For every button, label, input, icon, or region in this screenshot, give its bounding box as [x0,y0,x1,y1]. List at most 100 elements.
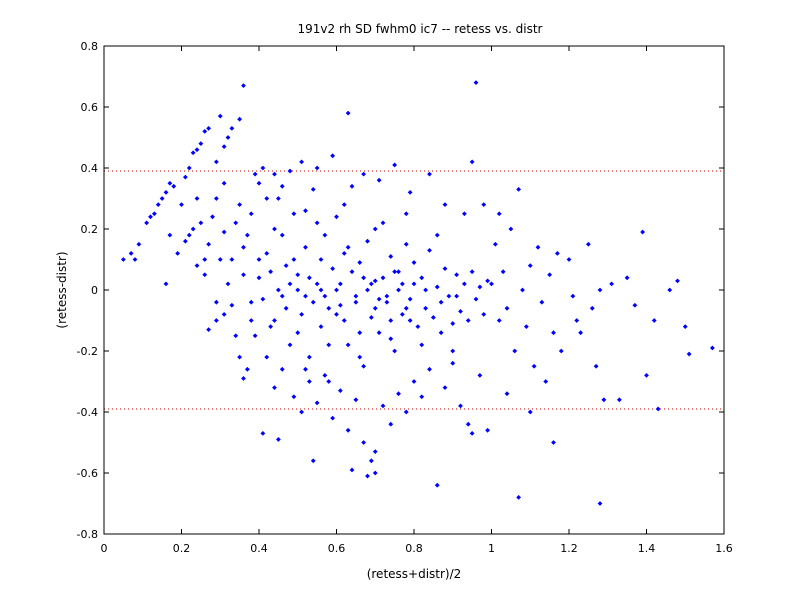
x-axis-ticks: 0 0.2 0.4 0.6 0.8 1 1.2 1.4 1.6 [101,46,733,555]
data-point-62 [287,342,293,348]
data-point-263 [345,244,351,250]
data-point-200 [496,318,502,323]
data-point-75 [337,302,343,308]
data-point-58 [272,226,277,232]
data-point-279 [419,342,425,348]
data-point-56 [264,251,270,256]
data-point-161 [473,80,479,85]
data-point-80 [357,260,363,265]
data-point-112 [481,312,487,317]
data-point-116 [279,232,285,238]
data-point-36 [210,214,215,220]
chart-title: 191v2 rh SD fwhm0 ic7 -- retess vs. dist… [298,22,543,36]
data-point-107 [461,281,467,287]
data-point-138 [353,299,359,305]
data-point-251 [229,257,235,262]
data-point-175 [368,458,374,464]
data-point-33 [198,220,204,226]
data-point-213 [547,272,553,278]
data-point-256 [194,196,200,201]
data-point-68 [310,186,316,192]
data-point-139 [368,281,374,287]
data-point-46 [248,318,254,323]
data-point-61 [283,263,289,268]
data-point-270 [454,293,460,299]
data-point-77 [345,342,351,348]
data-point-111 [477,284,483,290]
data-point-101 [438,299,444,305]
data-point-206 [520,287,525,293]
data-point-241 [504,391,510,397]
data-point-9 [163,190,169,195]
data-point-65 [299,312,305,317]
data-point-157 [427,171,432,177]
data-point-246 [241,272,246,278]
data-point-192 [260,430,266,436]
data-point-119 [303,208,308,214]
data-point-136 [322,293,328,299]
data-point-229 [644,373,649,378]
data-point-243 [481,202,487,207]
data-point-92 [403,241,409,247]
data-point-194 [310,458,316,464]
data-point-52 [248,211,254,217]
data-point-42 [233,333,239,339]
data-point-121 [318,257,324,262]
data-point-252 [237,202,243,207]
data-point-57 [268,324,274,329]
data-point-39 [221,229,227,235]
data-point-184 [434,482,440,488]
data-point-91 [399,312,405,317]
data-point-114 [264,196,270,201]
data-point-247 [248,299,254,305]
data-point-145 [260,165,266,171]
data-point-176 [372,470,378,476]
data-point-89 [392,348,398,354]
data-point-187 [458,403,463,409]
data-point-88 [388,254,394,259]
data-point-83 [368,315,374,320]
data-point-8 [159,196,165,201]
data-point-160 [469,159,475,165]
data-point-134 [295,287,301,293]
data-point-155 [392,162,398,168]
data-point-76 [341,251,347,256]
data-point-120 [310,299,316,305]
data-point-223 [601,397,607,403]
data-point-30 [186,232,192,238]
data-points [120,80,715,506]
data-point-169 [322,373,328,378]
data-point-154 [376,177,382,183]
data-point-189 [469,430,475,436]
data-point-143 [283,305,289,311]
data-point-6 [151,211,157,217]
data-point-141 [399,281,405,287]
data-point-125 [349,269,355,275]
data-point-185 [442,385,448,390]
data-point-131 [396,287,401,293]
data-point-133 [411,281,417,287]
data-point-51 [241,244,246,250]
data-point-17 [186,165,192,171]
data-point-55 [260,296,266,302]
data-point-98 [427,247,432,253]
data-point-273 [372,226,378,232]
data-point-5 [148,214,153,220]
data-point-78 [349,183,355,189]
data-point-31 [190,226,196,232]
data-point-158 [442,202,448,207]
x-tick-label-8: 1.6 [715,542,733,555]
data-point-81 [361,363,367,369]
data-point-238 [597,501,603,506]
data-point-198 [489,281,494,287]
data-point-127 [365,287,370,293]
y-tick-label-6: 0.4 [81,162,99,175]
data-point-212 [543,379,549,384]
data-point-70 [318,324,324,329]
data-point-106 [458,308,463,314]
data-point-215 [554,251,560,256]
data-point-271 [314,220,320,226]
data-point-182 [419,394,425,400]
data-point-167 [306,379,312,384]
